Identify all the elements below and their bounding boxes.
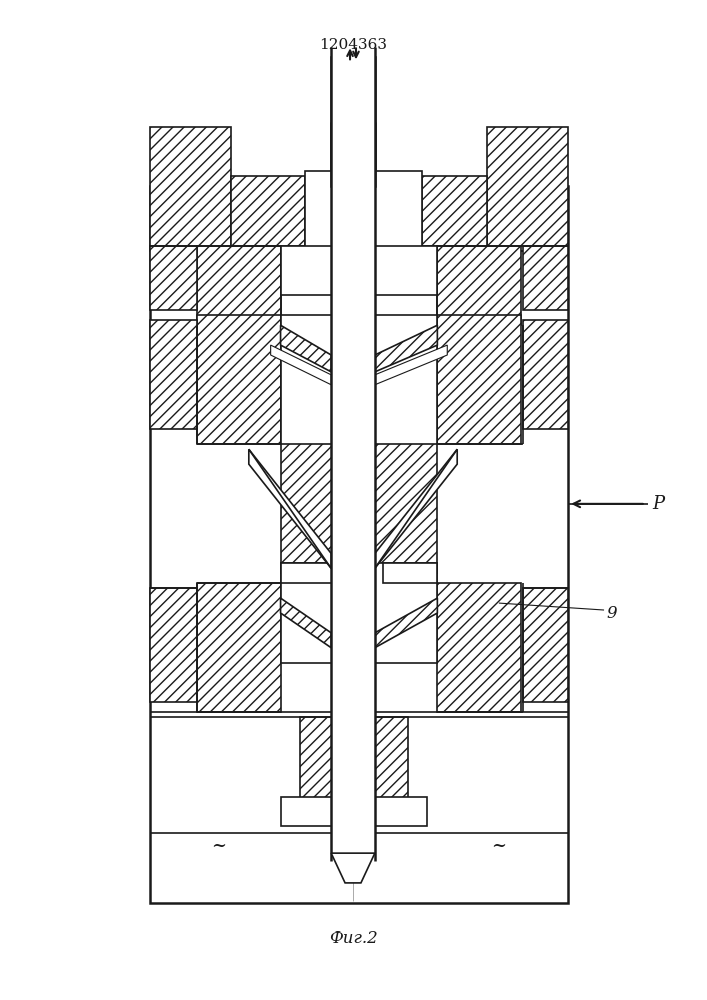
Bar — [487, 127, 568, 251]
Circle shape — [358, 368, 372, 382]
Bar — [331, 57, 375, 186]
Circle shape — [357, 639, 369, 651]
Bar — [331, 117, 375, 251]
Bar — [281, 563, 438, 663]
Polygon shape — [281, 325, 331, 372]
Circle shape — [337, 552, 349, 564]
Bar — [281, 434, 438, 573]
Bar — [305, 171, 423, 266]
Polygon shape — [331, 853, 375, 883]
Bar — [438, 246, 520, 325]
Bar — [382, 320, 438, 429]
Bar — [438, 315, 520, 444]
Bar — [522, 320, 568, 429]
Bar — [281, 246, 438, 295]
Polygon shape — [271, 345, 331, 385]
Polygon shape — [375, 345, 448, 385]
Bar — [150, 320, 197, 429]
Bar — [197, 246, 281, 325]
Circle shape — [334, 368, 348, 382]
Bar — [281, 797, 428, 826]
Bar — [522, 588, 568, 702]
Bar — [281, 563, 335, 583]
Bar — [382, 563, 438, 583]
Text: ~: ~ — [211, 837, 226, 855]
Bar — [281, 315, 438, 444]
Text: 9: 9 — [606, 605, 617, 622]
Bar — [438, 583, 520, 712]
Bar — [300, 717, 407, 802]
Bar — [281, 320, 335, 429]
Bar — [150, 246, 197, 310]
Text: P: P — [653, 495, 665, 513]
Bar — [231, 176, 305, 251]
Polygon shape — [249, 449, 331, 568]
Bar — [197, 315, 281, 444]
Bar — [423, 176, 487, 251]
Text: 1204363: 1204363 — [319, 38, 387, 52]
Bar — [522, 246, 568, 310]
Bar — [197, 583, 281, 712]
Polygon shape — [375, 325, 438, 372]
Circle shape — [346, 368, 360, 382]
Bar — [150, 588, 197, 702]
Bar — [150, 186, 568, 903]
Text: ~: ~ — [491, 837, 506, 855]
Circle shape — [357, 552, 369, 564]
Bar — [150, 127, 231, 251]
Circle shape — [337, 639, 349, 651]
Polygon shape — [375, 598, 438, 648]
Text: Фиг.2: Фиг.2 — [329, 930, 378, 947]
Polygon shape — [375, 449, 457, 568]
Polygon shape — [281, 598, 331, 648]
Bar — [331, 0, 375, 861]
